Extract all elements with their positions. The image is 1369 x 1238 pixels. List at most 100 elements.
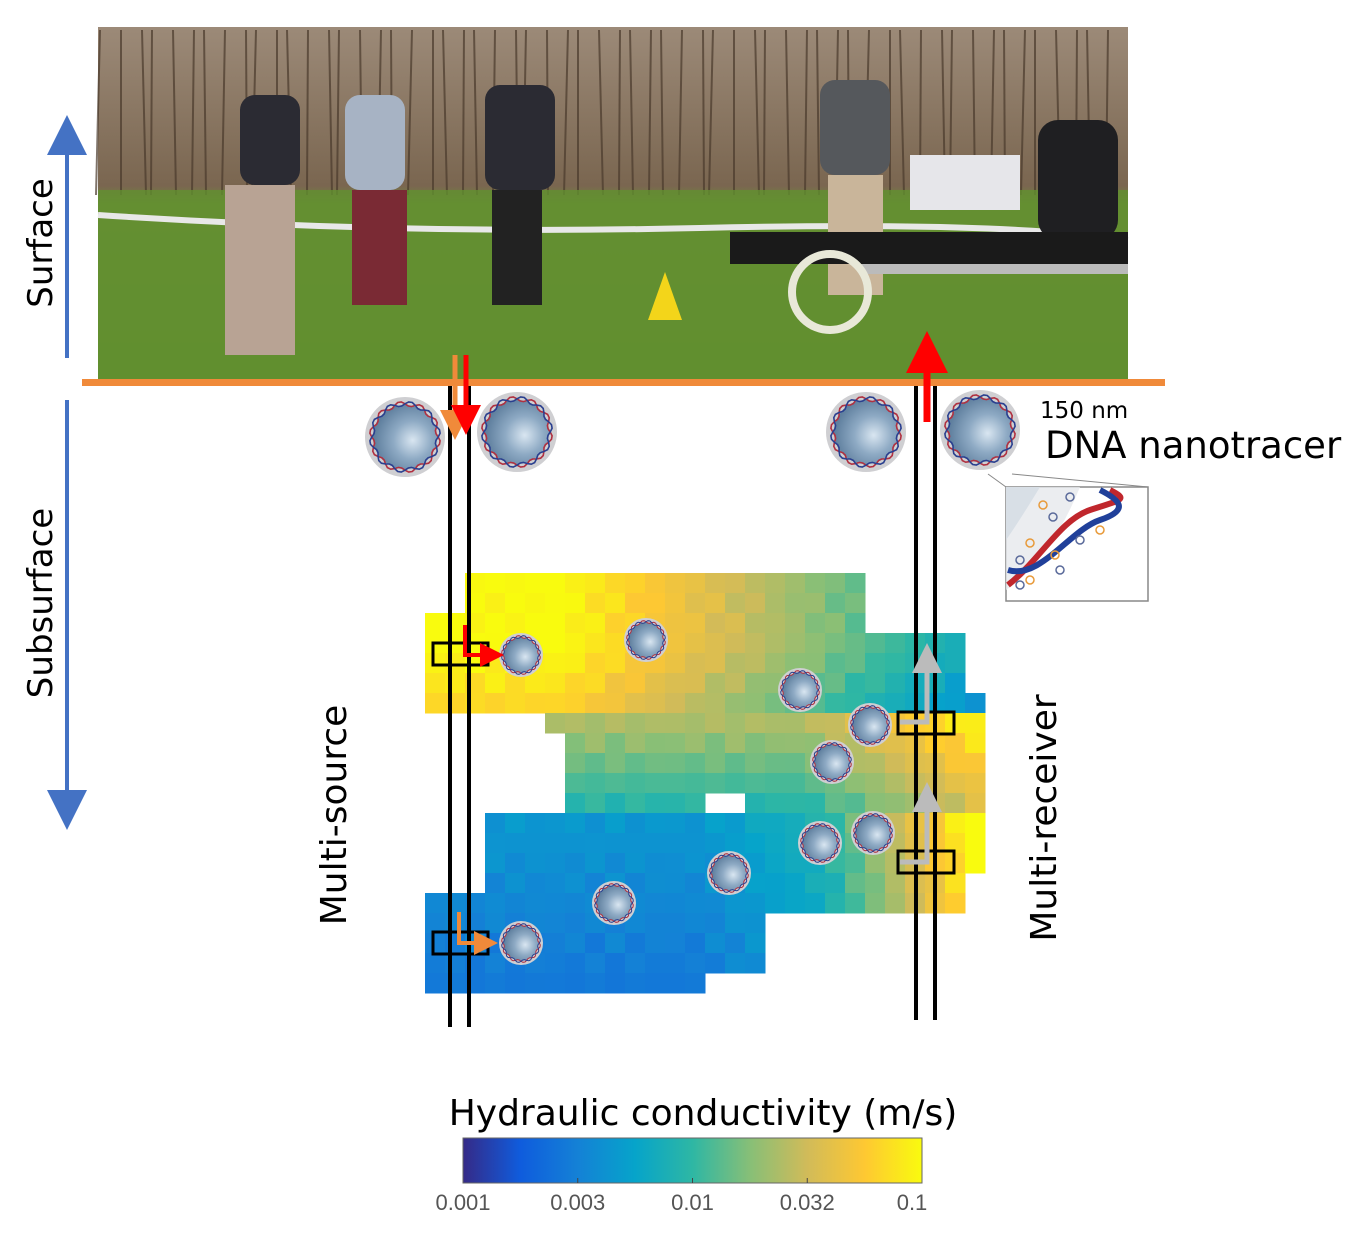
heatmap-cell: [725, 913, 746, 934]
heatmap-cell: [965, 813, 986, 834]
heatmap-cell: [725, 773, 746, 794]
heatmap-cell: [745, 773, 766, 794]
heatmap-cell: [425, 893, 446, 914]
heatmap-cell: [785, 853, 806, 874]
nanotracer-particles: [365, 390, 1020, 965]
heatmap-cell: [765, 593, 786, 614]
heatmap-cell: [745, 673, 766, 694]
heatmap-cell: [525, 613, 546, 634]
heatmap-cell: [845, 573, 866, 594]
heatmap-cell: [745, 713, 766, 734]
surface-label: Surface: [21, 178, 61, 308]
heatmap-cell: [805, 713, 826, 734]
heatmap-cell: [605, 933, 626, 954]
heatmap-cell: [885, 673, 906, 694]
heatmap-cell: [665, 753, 686, 774]
heatmap-cell: [665, 953, 686, 974]
heatmap-cell: [525, 853, 546, 874]
heatmap-cell: [485, 833, 506, 854]
heatmap-cell: [585, 953, 606, 974]
heatmap-cell: [725, 673, 746, 694]
heatmap-cell: [425, 933, 446, 954]
multi-source-label: Multi-source: [314, 705, 355, 926]
colorbar-tick-label: 0.01: [671, 1190, 714, 1215]
heatmap-cell: [885, 753, 906, 774]
heatmap-cell: [805, 873, 826, 894]
heatmap-cell: [625, 973, 646, 994]
heatmap-cell: [665, 573, 686, 594]
heatmap-cell: [945, 653, 966, 674]
heatmap-cell: [785, 893, 806, 914]
heatmap-cell: [665, 813, 686, 834]
heatmap-cell: [585, 733, 606, 754]
heatmap-cell: [505, 673, 526, 694]
heatmap-cell: [765, 873, 786, 894]
heatmap-cell: [505, 873, 526, 894]
heatmap-cell: [425, 973, 446, 994]
dna-nanoparticle-icon: [778, 668, 822, 712]
receiver-arrow-upper: [900, 643, 942, 725]
heatmap-cell: [605, 973, 626, 994]
heatmap-cell: [725, 693, 746, 714]
heatmap-cell: [585, 633, 606, 654]
heatmap-cell: [845, 773, 866, 794]
dna-strand-closeup: [987, 473, 1149, 602]
hydraulic-conductivity-field: [425, 573, 986, 994]
heatmap-cell: [705, 773, 726, 794]
heatmap-cell: [605, 773, 626, 794]
heatmap-cell: [585, 613, 606, 634]
heatmap-cell: [785, 573, 806, 594]
heatmap-cell: [565, 693, 586, 714]
heatmap-cell: [685, 713, 706, 734]
heatmap-cell: [585, 833, 606, 854]
dna-nanoparticle-icon: [798, 821, 842, 865]
heatmap-cell: [745, 933, 766, 954]
heatmap-cell: [665, 913, 686, 934]
heatmap-cell: [585, 593, 606, 614]
receiver-arrow-lower: [900, 782, 942, 865]
heatmap-cell: [825, 653, 846, 674]
colorbar-tick-label: 0.003: [550, 1190, 605, 1215]
heatmap-cell: [645, 593, 666, 614]
heatmap-cell: [705, 613, 726, 634]
person-silhouette: [225, 80, 1128, 355]
heatmap-cell: [725, 893, 746, 914]
heatmap-cell: [605, 733, 626, 754]
heatmap-cell: [665, 933, 686, 954]
heatmap-cell: [605, 653, 626, 674]
heatmap-cell: [585, 673, 606, 694]
heatmap-cell: [605, 853, 626, 874]
heatmap-cell: [705, 693, 726, 714]
heatmap-cell: [565, 753, 586, 774]
heatmap-cell: [745, 653, 766, 674]
heatmap-cell: [965, 753, 986, 774]
heatmap-cell: [645, 873, 666, 894]
heatmap-cell: [685, 693, 706, 714]
heatmap-cell: [625, 573, 646, 594]
source-well: [448, 386, 471, 1027]
heatmap-cell: [785, 813, 806, 834]
heatmap-cell: [565, 653, 586, 674]
heatmap-cell: [585, 773, 606, 794]
heatmap-cell: [685, 773, 706, 794]
heatmap-cell: [725, 953, 746, 974]
heatmap-cell: [745, 573, 766, 594]
heatmap-cell: [765, 773, 786, 794]
heatmap-cell: [485, 813, 506, 834]
heatmap-cell: [785, 713, 806, 734]
heatmap-cell: [585, 793, 606, 814]
particle-size-label: 150 nm: [1040, 398, 1128, 424]
heatmap-cell: [545, 673, 566, 694]
heatmap-cell: [965, 833, 986, 854]
heatmap-cell: [525, 593, 546, 614]
heatmap-cell: [885, 793, 906, 814]
heatmap-cell: [685, 733, 706, 754]
heatmap-cell: [625, 953, 646, 974]
heatmap-cell: [525, 873, 546, 894]
heatmap-cell: [745, 793, 766, 814]
heatmap-cell: [685, 913, 706, 934]
heatmap-cell: [685, 873, 706, 894]
heatmap-cell: [765, 753, 786, 774]
heatmap-cell: [525, 893, 546, 914]
heatmap-cell: [565, 773, 586, 794]
